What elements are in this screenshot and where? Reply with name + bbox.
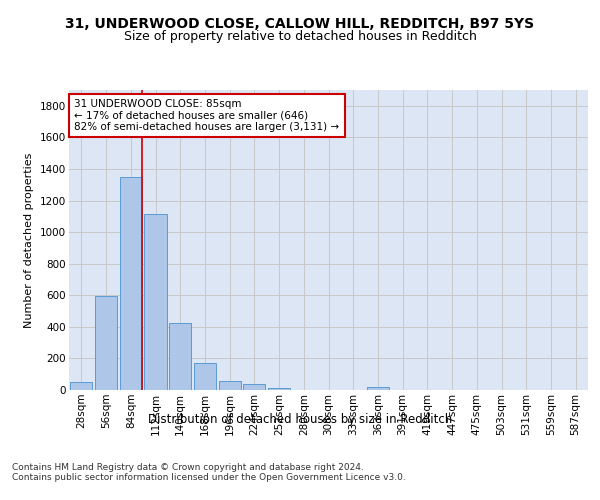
Bar — [218, 380, 241, 390]
Text: Size of property relative to detached houses in Redditch: Size of property relative to detached ho… — [124, 30, 476, 43]
Y-axis label: Number of detached properties: Number of detached properties — [25, 152, 34, 328]
Text: Distribution of detached houses by size in Redditch: Distribution of detached houses by size … — [148, 412, 452, 426]
Bar — [119, 177, 142, 390]
Bar — [70, 382, 92, 390]
Bar — [268, 388, 290, 390]
Bar — [243, 384, 265, 390]
Text: Contains HM Land Registry data © Crown copyright and database right 2024.
Contai: Contains HM Land Registry data © Crown c… — [12, 462, 406, 482]
Bar — [169, 323, 191, 390]
Bar — [194, 363, 216, 390]
Bar — [95, 296, 117, 390]
Bar — [367, 387, 389, 390]
Text: 31, UNDERWOOD CLOSE, CALLOW HILL, REDDITCH, B97 5YS: 31, UNDERWOOD CLOSE, CALLOW HILL, REDDIT… — [65, 18, 535, 32]
Text: 31 UNDERWOOD CLOSE: 85sqm
← 17% of detached houses are smaller (646)
82% of semi: 31 UNDERWOOD CLOSE: 85sqm ← 17% of detac… — [74, 99, 340, 132]
Bar — [145, 214, 167, 390]
